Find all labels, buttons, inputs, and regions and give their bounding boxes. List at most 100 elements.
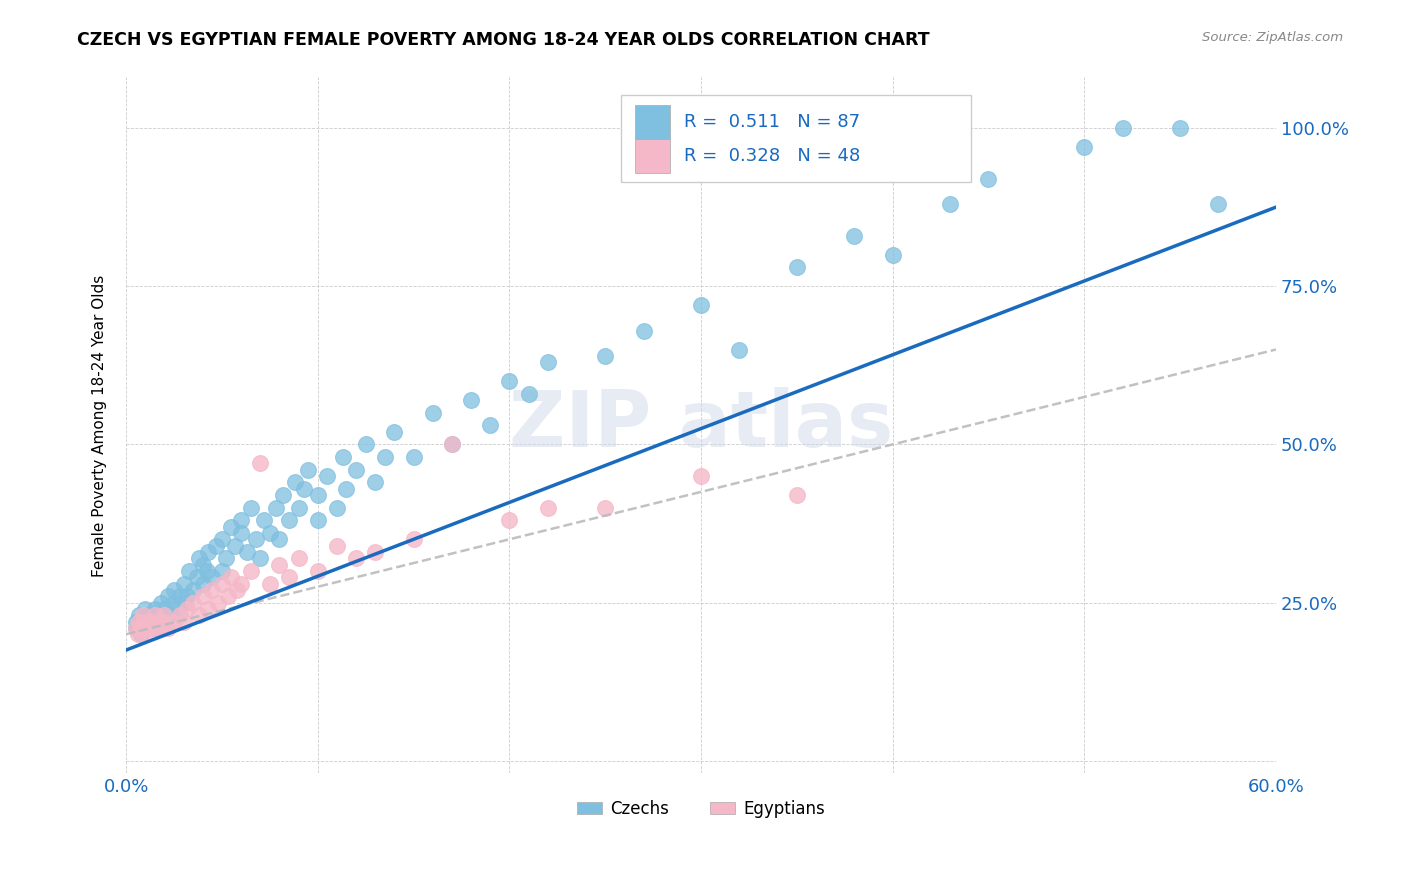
Point — [229, 576, 252, 591]
Point — [221, 570, 243, 584]
Point — [440, 437, 463, 451]
Point — [498, 374, 520, 388]
Point — [163, 596, 186, 610]
Point — [191, 558, 214, 572]
Point — [479, 418, 502, 433]
Point — [197, 602, 219, 616]
Point — [221, 519, 243, 533]
Point — [307, 513, 329, 527]
Point — [143, 608, 166, 623]
Point — [157, 621, 180, 635]
Point — [149, 596, 172, 610]
Point — [269, 558, 291, 572]
Point — [138, 621, 160, 635]
Point — [844, 228, 866, 243]
Point — [163, 615, 186, 629]
Point — [939, 197, 962, 211]
Point — [187, 608, 209, 623]
Point — [169, 608, 191, 623]
Point — [169, 589, 191, 603]
Point — [239, 564, 262, 578]
Point — [181, 596, 204, 610]
Point — [128, 615, 150, 629]
Point — [139, 615, 162, 629]
Point — [201, 582, 224, 597]
Point — [278, 513, 301, 527]
Point — [127, 627, 149, 641]
Point — [143, 602, 166, 616]
Point — [153, 608, 176, 623]
Point — [633, 324, 655, 338]
Point — [124, 621, 146, 635]
Point — [344, 551, 367, 566]
Point — [211, 564, 233, 578]
Point — [186, 570, 208, 584]
Point — [498, 513, 520, 527]
Point — [187, 551, 209, 566]
Text: R =  0.511   N = 87: R = 0.511 N = 87 — [683, 113, 860, 131]
Point — [335, 482, 357, 496]
Point — [316, 469, 339, 483]
Point — [1208, 197, 1230, 211]
Point — [786, 260, 808, 275]
Point — [173, 596, 195, 610]
Point — [211, 533, 233, 547]
Point — [364, 475, 387, 490]
Point — [131, 621, 153, 635]
Point — [201, 570, 224, 584]
Point — [517, 386, 540, 401]
Point — [253, 513, 276, 527]
Point — [124, 615, 146, 629]
Point — [537, 355, 560, 369]
Y-axis label: Female Poverty Among 18-24 Year Olds: Female Poverty Among 18-24 Year Olds — [93, 275, 107, 576]
Point — [148, 608, 170, 623]
Point — [440, 437, 463, 451]
Point — [153, 615, 176, 629]
Point — [271, 488, 294, 502]
Point — [134, 621, 156, 635]
Point — [179, 564, 201, 578]
Point — [143, 621, 166, 635]
Point — [593, 500, 616, 515]
Point — [226, 582, 249, 597]
FancyBboxPatch shape — [620, 95, 972, 182]
Point — [259, 526, 281, 541]
Point — [284, 475, 307, 490]
Point — [153, 602, 176, 616]
Point — [326, 539, 349, 553]
Legend: Czechs, Egyptians: Czechs, Egyptians — [569, 793, 832, 824]
Point — [173, 615, 195, 629]
Point — [224, 539, 246, 553]
Point — [153, 615, 176, 629]
Point — [269, 533, 291, 547]
Point — [259, 576, 281, 591]
Point — [384, 425, 406, 439]
Point — [249, 457, 271, 471]
Point — [207, 596, 229, 610]
Point — [297, 463, 319, 477]
Point — [977, 171, 1000, 186]
Point — [332, 450, 354, 464]
Point — [786, 488, 808, 502]
Point — [344, 463, 367, 477]
Point — [195, 564, 218, 578]
Point — [249, 551, 271, 566]
Point — [128, 608, 150, 623]
Text: CZECH VS EGYPTIAN FEMALE POVERTY AMONG 18-24 YEAR OLDS CORRELATION CHART: CZECH VS EGYPTIAN FEMALE POVERTY AMONG 1… — [77, 31, 929, 49]
Point — [236, 545, 259, 559]
Point — [197, 545, 219, 559]
Point — [1168, 121, 1191, 136]
Point — [422, 406, 444, 420]
Point — [132, 608, 155, 623]
Point — [148, 615, 170, 629]
Point — [159, 608, 181, 623]
Point — [326, 500, 349, 515]
Point — [173, 576, 195, 591]
Point — [217, 589, 239, 603]
Point — [124, 621, 146, 635]
Point — [166, 602, 188, 616]
Point — [138, 608, 160, 623]
Text: R =  0.328   N = 48: R = 0.328 N = 48 — [683, 147, 860, 165]
Point — [239, 500, 262, 515]
Point — [1111, 121, 1133, 136]
